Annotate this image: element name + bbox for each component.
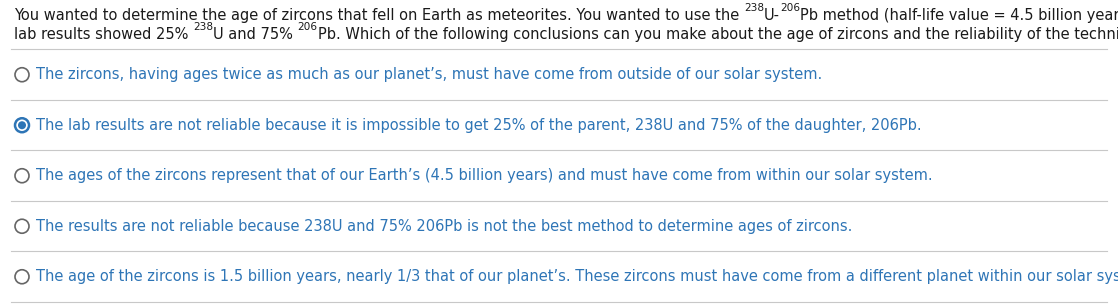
Text: 238: 238 — [743, 2, 764, 13]
Circle shape — [15, 118, 29, 132]
Circle shape — [15, 219, 29, 233]
Text: The results are not reliable because 238U and 75% 206Pb is not the best method t: The results are not reliable because 238… — [36, 219, 852, 234]
Circle shape — [18, 121, 26, 129]
Text: The ages of the zircons represent that of our Earth’s (4.5 billion years) and mu: The ages of the zircons represent that o… — [36, 168, 932, 183]
Circle shape — [15, 169, 29, 183]
Circle shape — [15, 270, 29, 284]
Text: lab results showed 25%: lab results showed 25% — [15, 28, 193, 43]
Text: The age of the zircons is 1.5 billion years, nearly 1/3 that of our planet’s. Th: The age of the zircons is 1.5 billion ye… — [36, 269, 1118, 284]
Text: Pb. Which of the following conclusions can you make about the age of zircons and: Pb. Which of the following conclusions c… — [318, 28, 1118, 43]
Text: Pb method (half-life value = 4.5 billion years). The: Pb method (half-life value = 4.5 billion… — [800, 8, 1118, 23]
Text: U-: U- — [764, 8, 780, 23]
Circle shape — [15, 68, 29, 82]
Text: 238: 238 — [193, 22, 214, 32]
Text: U and 75%: U and 75% — [214, 28, 297, 43]
Text: 206: 206 — [780, 2, 800, 13]
Text: The zircons, having ages twice as much as our planet’s, must have come from outs: The zircons, having ages twice as much a… — [36, 67, 822, 82]
Text: The lab results are not reliable because it is impossible to get 25% of the pare: The lab results are not reliable because… — [36, 118, 921, 133]
Text: You wanted to determine the age of zircons that fell on Earth as meteorites. You: You wanted to determine the age of zirco… — [15, 8, 743, 23]
Text: 206: 206 — [297, 22, 318, 32]
